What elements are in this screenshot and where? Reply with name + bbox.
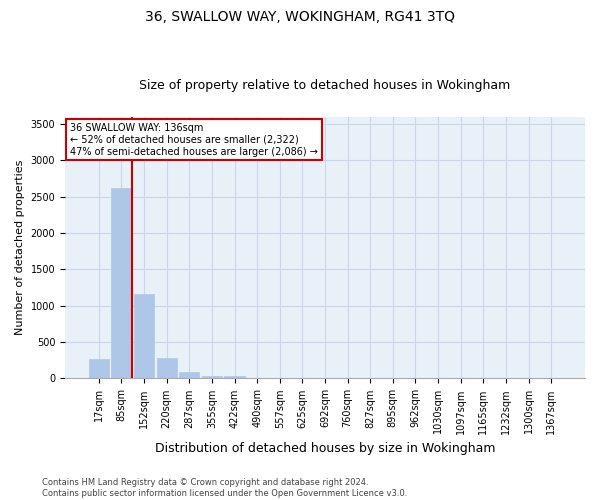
Text: Contains HM Land Registry data © Crown copyright and database right 2024.
Contai: Contains HM Land Registry data © Crown c… — [42, 478, 407, 498]
Title: Size of property relative to detached houses in Wokingham: Size of property relative to detached ho… — [139, 79, 511, 92]
Y-axis label: Number of detached properties: Number of detached properties — [15, 160, 25, 336]
Bar — [111, 188, 131, 378]
Bar — [224, 376, 245, 378]
X-axis label: Distribution of detached houses by size in Wokingham: Distribution of detached houses by size … — [155, 442, 495, 455]
Bar — [89, 359, 109, 378]
Text: 36, SWALLOW WAY, WOKINGHAM, RG41 3TQ: 36, SWALLOW WAY, WOKINGHAM, RG41 3TQ — [145, 10, 455, 24]
Bar — [202, 376, 222, 378]
Bar — [157, 358, 177, 378]
Bar — [179, 372, 199, 378]
Bar — [134, 294, 154, 378]
Text: 36 SWALLOW WAY: 136sqm
← 52% of detached houses are smaller (2,322)
47% of semi-: 36 SWALLOW WAY: 136sqm ← 52% of detached… — [70, 124, 318, 156]
